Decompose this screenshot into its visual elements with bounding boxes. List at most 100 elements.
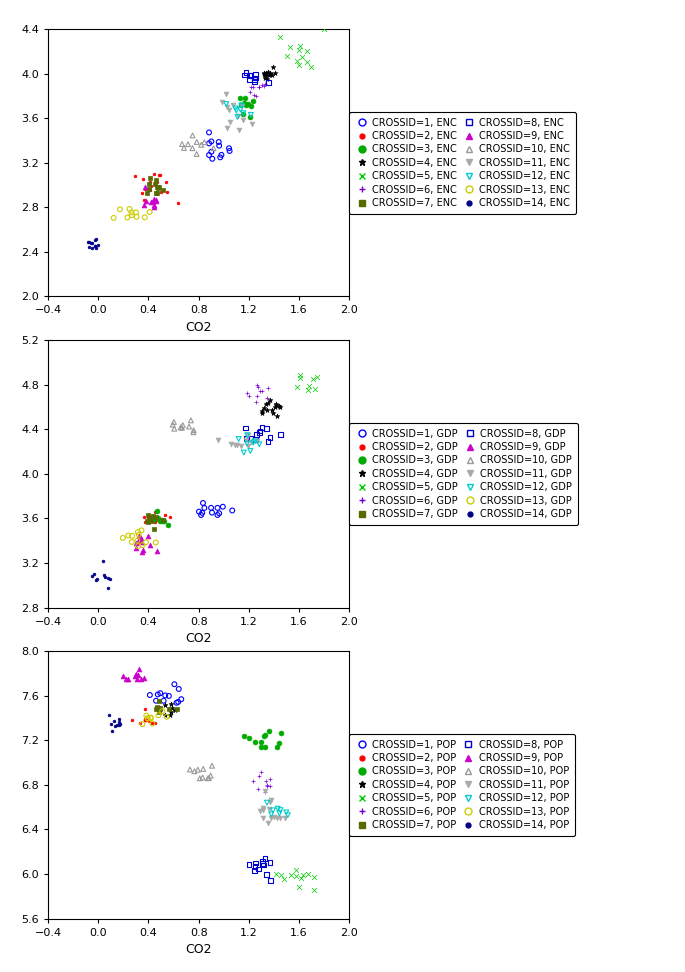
Point — [207, 151, 218, 166]
Point — [239, 67, 250, 83]
Point — [143, 181, 154, 196]
Point — [295, 38, 306, 53]
Point — [84, 234, 95, 250]
Point — [206, 504, 217, 520]
Point — [145, 182, 156, 197]
Point — [250, 432, 261, 447]
Point — [227, 503, 238, 518]
Point — [189, 763, 200, 779]
Point — [202, 771, 213, 786]
Point — [221, 86, 232, 101]
Point — [103, 571, 114, 586]
Point — [114, 714, 125, 730]
Point — [90, 240, 101, 256]
Point — [153, 705, 164, 720]
Point — [164, 688, 175, 704]
Point — [145, 538, 156, 553]
Point — [212, 500, 223, 515]
Point — [151, 510, 162, 526]
Point — [114, 201, 125, 217]
Point — [105, 571, 116, 586]
Point — [260, 69, 271, 85]
Point — [259, 79, 270, 94]
Point — [231, 437, 242, 453]
Point — [260, 421, 271, 436]
Point — [145, 508, 156, 524]
Point — [206, 144, 217, 159]
Point — [134, 533, 145, 548]
Point — [161, 184, 172, 199]
Point — [245, 72, 256, 87]
Point — [127, 712, 138, 728]
Point — [222, 120, 233, 135]
Point — [195, 771, 206, 786]
Point — [203, 770, 214, 785]
Point — [133, 535, 144, 550]
Point — [132, 672, 143, 687]
Point — [122, 210, 133, 226]
Point — [224, 143, 235, 158]
Point — [167, 417, 178, 433]
Point — [156, 185, 167, 200]
Point — [231, 103, 242, 119]
Point — [223, 141, 234, 156]
Point — [284, 39, 295, 54]
Point — [93, 237, 104, 253]
Point — [147, 715, 158, 731]
Point — [265, 771, 276, 786]
Point — [309, 869, 320, 885]
Point — [203, 135, 214, 151]
Point — [262, 795, 273, 811]
Point — [148, 199, 159, 215]
Point — [237, 98, 248, 114]
Point — [319, 21, 329, 37]
Point — [99, 567, 110, 582]
Point — [126, 207, 137, 223]
Point — [124, 201, 135, 217]
Point — [150, 503, 161, 519]
Point — [207, 758, 218, 774]
Point — [260, 396, 271, 411]
Point — [238, 105, 249, 121]
Point — [292, 53, 303, 69]
Point — [290, 862, 301, 878]
Point — [138, 670, 149, 685]
Point — [177, 136, 188, 152]
Point — [260, 727, 271, 743]
Point — [229, 437, 240, 453]
Point — [281, 805, 292, 820]
Point — [131, 209, 142, 225]
Point — [247, 79, 258, 94]
Point — [238, 106, 249, 122]
Point — [140, 179, 151, 194]
Point — [240, 420, 251, 435]
Legend: CROSSID=1, ENC, CROSSID=2, ENC, CROSSID=3, ENC, CROSSID=4, ENC, CROSSID=5, ENC, : CROSSID=1, ENC, CROSSID=2, ENC, CROSSID=… — [349, 112, 576, 214]
Point — [262, 396, 273, 411]
Point — [257, 383, 268, 399]
Point — [86, 235, 97, 251]
Point — [238, 445, 249, 461]
Point — [248, 434, 259, 450]
Point — [308, 370, 319, 386]
Point — [246, 79, 257, 94]
Point — [278, 871, 289, 886]
Point — [151, 186, 162, 201]
Point — [91, 571, 102, 586]
Point — [264, 855, 275, 871]
Point — [260, 66, 271, 82]
Point — [245, 431, 256, 446]
Point — [301, 43, 312, 58]
Point — [264, 794, 275, 810]
Point — [90, 238, 101, 254]
Point — [86, 235, 97, 251]
Point — [139, 192, 150, 208]
Point — [118, 668, 129, 683]
Point — [293, 879, 304, 894]
Point — [151, 509, 162, 525]
Point — [140, 712, 151, 728]
Point — [146, 179, 157, 194]
Point — [103, 708, 114, 723]
Point — [196, 137, 207, 153]
Point — [184, 419, 195, 434]
Point — [257, 403, 268, 419]
